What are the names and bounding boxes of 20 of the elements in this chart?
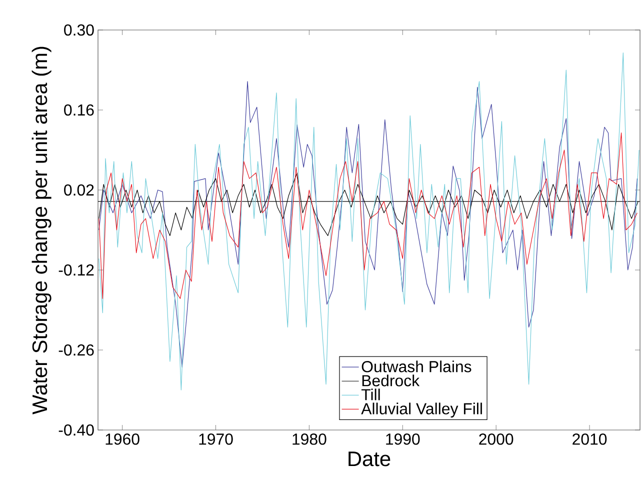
x-tick-label: 1960 (106, 434, 140, 445)
x-tick-label: 1970 (199, 434, 233, 445)
legend-label: Till (361, 388, 380, 400)
y-tick-label: -0.26 (58, 344, 94, 356)
line-series (98, 52, 640, 390)
x-tick-label: 2000 (479, 434, 514, 445)
y-tick-label: 0.30 (64, 24, 94, 36)
legend-label: Alluvial Valley Fill (361, 402, 482, 418)
y-tick-label: -0.40 (58, 424, 94, 436)
legend-label: Bedrock (362, 374, 420, 386)
y-tick-label: -0.12 (58, 264, 94, 276)
y-tick-label: 0.16 (64, 104, 94, 116)
x-tick-label: 1980 (292, 434, 326, 445)
legend-label: Outwash Plains (362, 360, 472, 372)
x-tick-label: 2010 (572, 434, 607, 445)
x-axis-title: Date (348, 452, 390, 466)
y-tick-label: 0.02 (64, 184, 94, 196)
y-axis-title: Water Storage change per unit area (m) (32, 46, 52, 414)
x-tick-label: 1990 (386, 434, 420, 445)
line-series (98, 132, 638, 299)
